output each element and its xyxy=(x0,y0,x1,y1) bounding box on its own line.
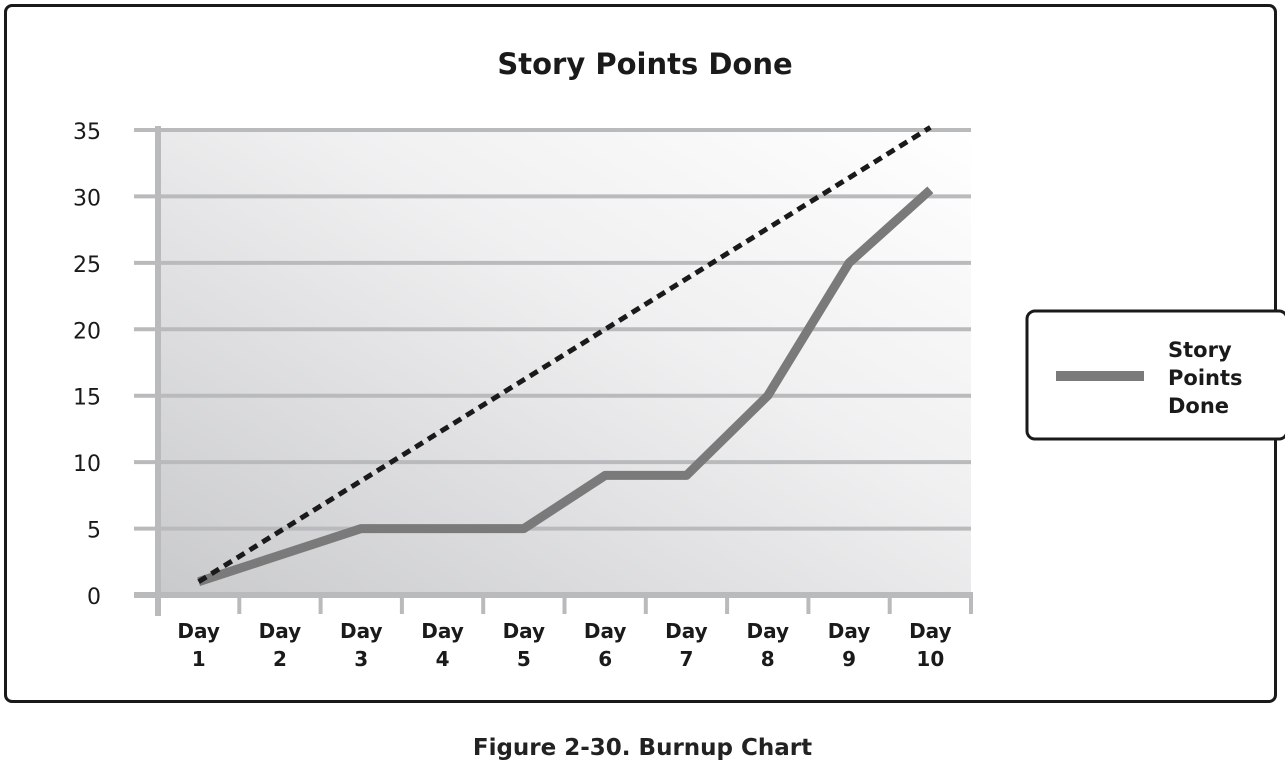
x-tick-label: 8 xyxy=(761,647,775,671)
figure-caption: Figure 2-30. Burnup Chart xyxy=(472,735,813,761)
y-tick-label: 30 xyxy=(73,186,101,211)
legend-label-line-3: Done xyxy=(1168,394,1229,418)
x-tick-label: 7 xyxy=(679,647,693,671)
y-tick-label: 5 xyxy=(87,519,101,544)
x-tick-label: 4 xyxy=(436,647,450,671)
legend-label-line-1: Story xyxy=(1168,338,1232,362)
series-line-story-points-done xyxy=(197,186,934,586)
y-tick-label: 10 xyxy=(73,452,101,477)
x-tick-label: Day xyxy=(503,619,546,643)
x-tick-label: Day xyxy=(177,619,220,643)
legend-box xyxy=(1025,309,1285,441)
y-tick-label: 35 xyxy=(73,120,101,145)
x-tick-label: 10 xyxy=(916,647,944,671)
x-tick-label: 6 xyxy=(598,647,612,671)
x-tick-label: Day xyxy=(665,619,708,643)
legend-label-line-2: Points xyxy=(1168,366,1243,390)
y-tick-label: 0 xyxy=(87,585,101,610)
x-tick-label: 3 xyxy=(354,647,368,671)
y-tick-label: 25 xyxy=(73,253,101,278)
x-tick-label: 1 xyxy=(192,647,206,671)
x-tick-label: Day xyxy=(421,619,464,643)
x-tick-label: Day xyxy=(746,619,789,643)
legend: Story Points Done xyxy=(1025,309,1285,441)
x-tick-label: 2 xyxy=(273,647,287,671)
x-tick-label: Day xyxy=(259,619,302,643)
y-tick-label: 15 xyxy=(73,386,101,411)
y-tick-label: 20 xyxy=(73,319,101,344)
x-tick-label: Day xyxy=(340,619,383,643)
x-tick-label: 5 xyxy=(517,647,531,671)
chart-title: Story Points Done xyxy=(497,47,792,81)
x-tick-label: Day xyxy=(828,619,871,643)
target-trend-line xyxy=(197,125,932,584)
x-tick-label: 9 xyxy=(842,647,856,671)
plot-area xyxy=(158,130,971,595)
x-tick-label: Day xyxy=(584,619,627,643)
x-tick-label: Day xyxy=(909,619,952,643)
